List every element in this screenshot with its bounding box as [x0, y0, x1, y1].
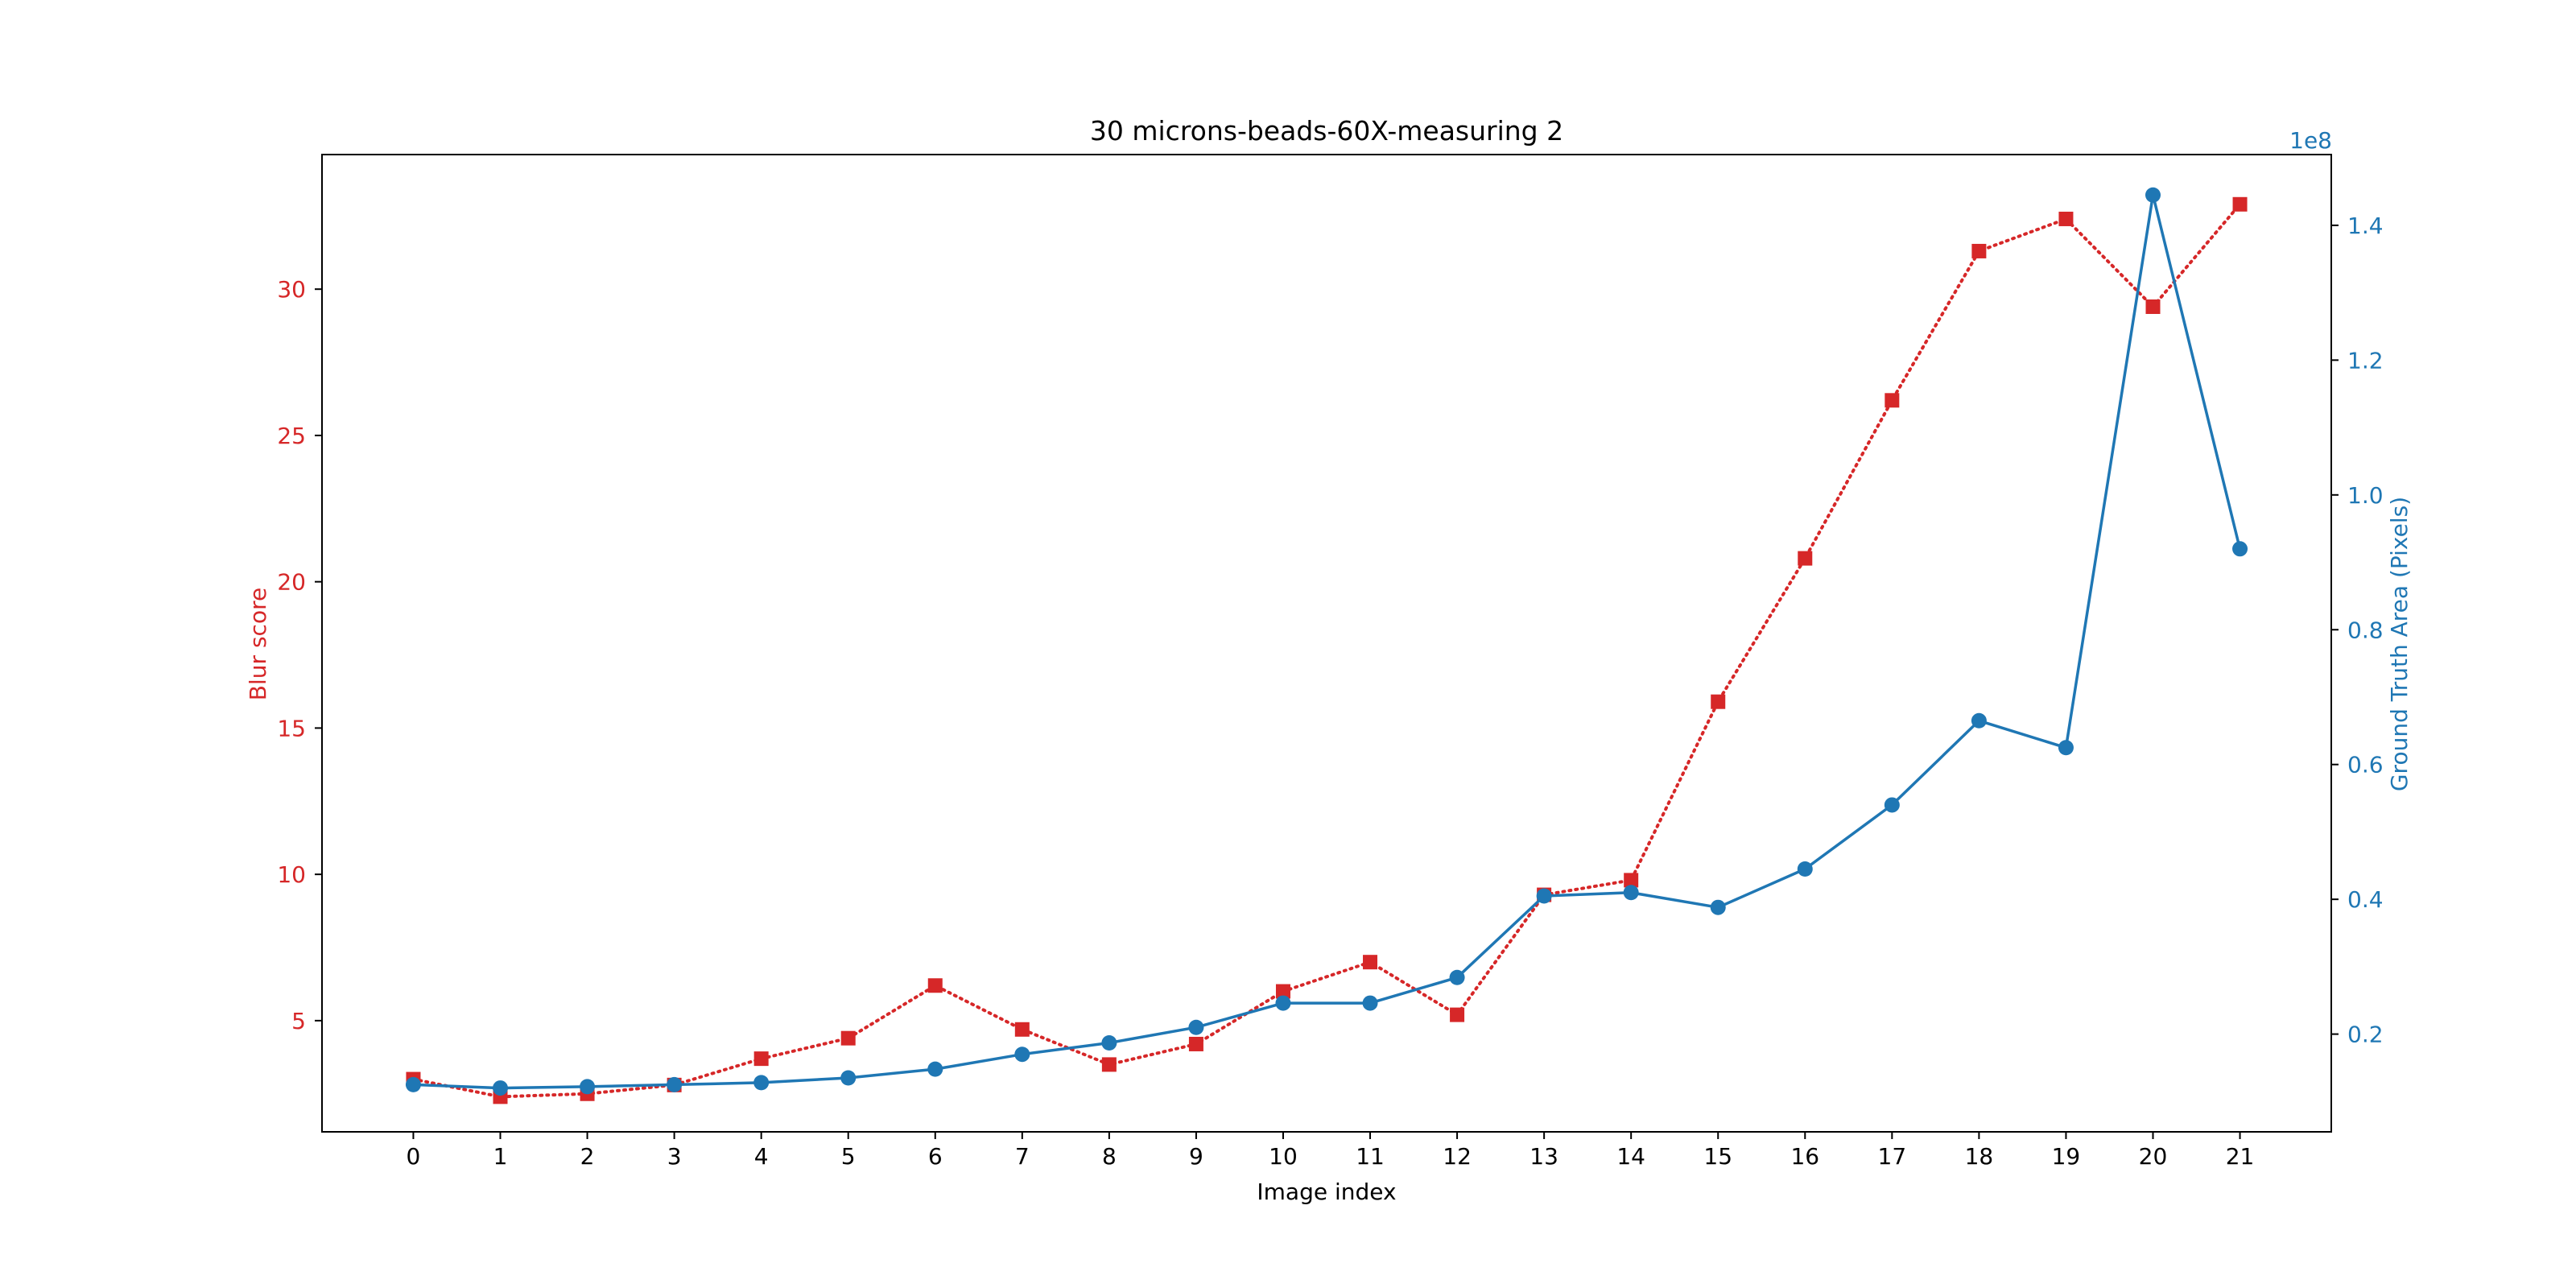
y-axis-left-label: Blur score: [245, 588, 271, 700]
y-right-tick-label: 1.4: [2347, 213, 2384, 239]
series-line-ground-truth-area: [413, 193, 2242, 1090]
chart-title: 30 microns-beads-60X-measuring 2: [1090, 115, 1563, 147]
x-tick-label: 2: [580, 1143, 595, 1170]
y-right-tick-label: 0.2: [2347, 1022, 2384, 1048]
x-tick-label: 13: [1530, 1143, 1558, 1170]
data-point-blur-score: [1971, 243, 1987, 258]
x-tick-label: 10: [1269, 1143, 1298, 1170]
x-tick-label: 3: [667, 1143, 682, 1170]
axes: 0 1 2 3 4 5 6 7 8 9 10 11 12 13 14 15 16 17 18 19 20 21510152…: [277, 154, 2384, 1170]
y-right-tick-label: 0.8: [2347, 617, 2384, 643]
data-point-ground-truth-area: [1188, 1019, 1204, 1035]
x-tick-label: 9: [1189, 1143, 1203, 1170]
x-tick-label: 20: [2139, 1143, 2168, 1170]
data-point-ground-truth-area: [1971, 712, 1987, 729]
y-left-tick-label: 15: [277, 715, 306, 741]
data-point-ground-truth-area: [580, 1079, 596, 1095]
data-point-blur-score: [1450, 1007, 1465, 1022]
x-tick-label: 0: [407, 1143, 421, 1170]
data-point-ground-truth-area: [840, 1070, 857, 1086]
data-point-blur-score: [1711, 694, 1726, 709]
x-tick-label: 6: [928, 1143, 943, 1170]
data-point-blur-score: [753, 1051, 769, 1067]
plot-frame: [321, 154, 2332, 1133]
x-tick-label: 7: [1015, 1143, 1030, 1170]
y-right-tick-label: 1.2: [2347, 347, 2384, 374]
x-tick-label: 16: [1790, 1143, 1819, 1170]
data-point-ground-truth-area: [1884, 797, 1900, 813]
data-point-blur-score: [1014, 1022, 1030, 1037]
data-point-blur-score: [2058, 211, 2074, 226]
x-tick-label: 4: [754, 1143, 769, 1170]
x-tick-label: 1: [493, 1143, 508, 1170]
data-point-ground-truth-area: [2145, 187, 2161, 203]
data-point-blur-score: [1624, 873, 1639, 888]
x-tick-label: 14: [1616, 1143, 1645, 1170]
data-point-ground-truth-area: [1449, 969, 1465, 985]
y-right-tick-label: 0.4: [2347, 886, 2384, 913]
data-point-blur-score: [2232, 196, 2248, 212]
y-left-tick-label: 25: [277, 423, 306, 449]
x-tick-label: 15: [1703, 1143, 1732, 1170]
data-point-ground-truth-area: [2232, 541, 2248, 557]
data-point-ground-truth-area: [1275, 995, 1291, 1011]
y-axis-right-multiplier: 1e8: [2289, 127, 2332, 154]
data-point-blur-score: [1885, 393, 1900, 408]
data-point-blur-score: [1188, 1036, 1203, 1051]
data-point-ground-truth-area: [405, 1076, 421, 1092]
x-tick-label: 21: [2226, 1143, 2255, 1170]
y-left-tick-label: 20: [277, 569, 306, 596]
data-point-ground-truth-area: [1623, 885, 1639, 901]
data-point-blur-score: [1798, 551, 1813, 566]
x-tick-label: 19: [2052, 1143, 2081, 1170]
y-left-tick-label: 30: [277, 276, 306, 303]
data-point-ground-truth-area: [753, 1075, 770, 1091]
data-point-blur-score: [1275, 984, 1290, 999]
data-point-ground-truth-area: [1014, 1046, 1030, 1063]
data-point-blur-score: [927, 978, 943, 993]
data-point-ground-truth-area: [667, 1076, 683, 1092]
data-point-ground-truth-area: [1362, 995, 1378, 1011]
y-left-tick-label: 10: [277, 861, 306, 888]
x-tick-label: 5: [841, 1143, 856, 1170]
data-point-ground-truth-area: [2058, 740, 2074, 756]
x-tick-label: 12: [1443, 1143, 1472, 1170]
y-right-tick-label: 1.0: [2347, 482, 2384, 509]
x-tick-label: 11: [1356, 1143, 1385, 1170]
x-axis-label: Image index: [1257, 1179, 1396, 1205]
data-point-blur-score: [1363, 955, 1378, 970]
data-point-blur-score: [2145, 299, 2161, 315]
data-point-ground-truth-area: [1710, 899, 1726, 915]
y-axis-right-label: Ground Truth Area (Pixels): [2386, 497, 2413, 791]
data-point-ground-truth-area: [1101, 1034, 1117, 1051]
series-line-blur-score: [411, 202, 2242, 1099]
x-tick-label: 17: [1878, 1143, 1907, 1170]
y-left-tick-label: 5: [291, 1008, 306, 1034]
data-point-ground-truth-area: [493, 1080, 509, 1096]
data-point-ground-truth-area: [1536, 888, 1552, 904]
series-layer: [405, 187, 2248, 1104]
x-tick-label: 18: [1965, 1143, 1994, 1170]
data-point-blur-score: [1101, 1057, 1117, 1072]
x-tick-label: 8: [1102, 1143, 1117, 1170]
data-point-ground-truth-area: [1797, 861, 1813, 877]
data-point-blur-score: [840, 1030, 856, 1046]
y-right-tick-label: 0.6: [2347, 752, 2384, 778]
data-point-ground-truth-area: [927, 1061, 943, 1077]
